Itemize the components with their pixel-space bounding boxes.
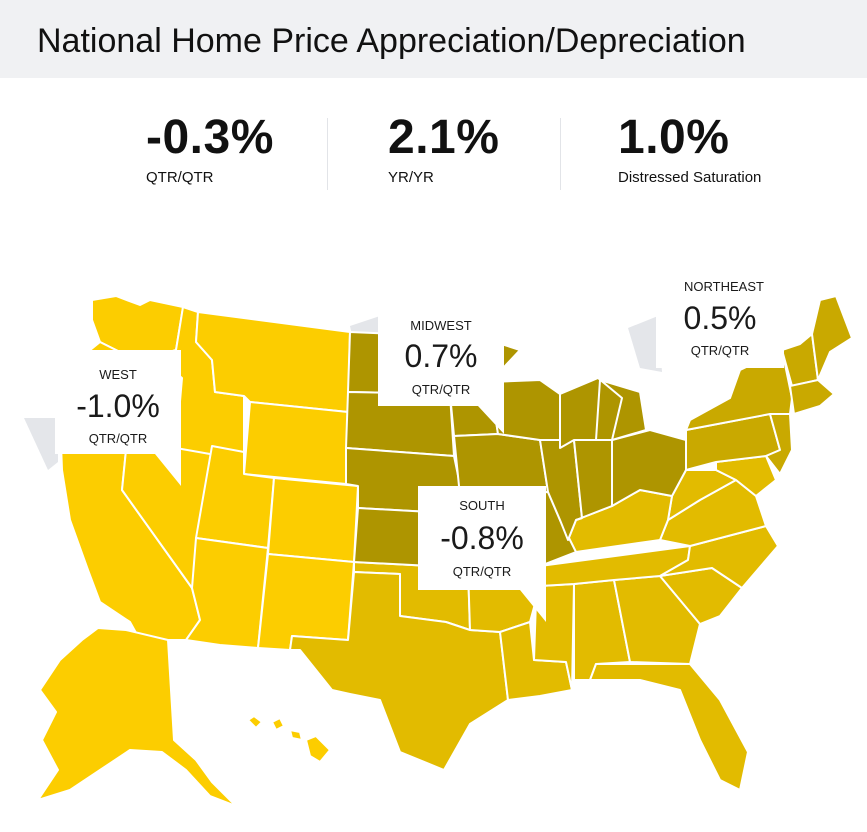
stat-yr-value: 2.1%	[388, 111, 500, 164]
west-callout: WEST -1.0% QTR/QTR	[55, 350, 181, 486]
stat-distressed-value: 1.0%	[618, 111, 730, 164]
west-region-value: -1.0%	[76, 388, 160, 424]
south-region-name: SOUTH	[459, 498, 505, 513]
stat-yr-label: YR/YR	[388, 169, 434, 186]
northeast-callout-shadow	[628, 316, 662, 372]
state-hawaii	[247, 715, 331, 763]
state-north-carolina	[659, 525, 779, 589]
west-callout-box	[55, 350, 181, 486]
state-wyoming	[243, 401, 349, 485]
state-massachusetts-ct-ri	[789, 379, 835, 415]
northeast-region-name: NORTHEAST	[684, 279, 764, 294]
stat-divider	[560, 118, 561, 190]
header-band	[0, 0, 867, 78]
midwest-region-value: 0.7%	[405, 338, 478, 374]
south-region-value: -0.8%	[440, 520, 524, 556]
state-new-mexico	[257, 553, 355, 651]
stat-qtr-label: QTR/QTR	[146, 169, 214, 186]
state-arizona	[185, 537, 269, 649]
northeast-region-value: 0.5%	[684, 300, 757, 336]
region-south	[289, 455, 779, 791]
state-michigan	[559, 377, 647, 449]
west-region-period: QTR/QTR	[89, 431, 148, 446]
midwest-region-name: MIDWEST	[410, 318, 471, 333]
stat-qtr-value: -0.3%	[146, 111, 274, 164]
south-callout: SOUTH -0.8% QTR/QTR	[418, 486, 546, 622]
region-midwest	[345, 331, 687, 569]
south-callout-box	[418, 486, 546, 622]
stat-yr: 2.1% YR/YR	[388, 108, 499, 188]
stat-qtr: -0.3% QTR/QTR	[146, 108, 274, 188]
midwest-region-period: QTR/QTR	[412, 382, 471, 397]
south-region-period: QTR/QTR	[453, 564, 512, 579]
stat-distressed-label: Distressed Saturation	[618, 169, 762, 186]
northeast-callout: NORTHEAST 0.5% QTR/QTR	[656, 264, 784, 368]
northeast-callout-box	[656, 264, 784, 368]
west-callout-shadow	[24, 418, 58, 470]
midwest-callout: MIDWEST 0.7% QTR/QTR	[378, 302, 504, 434]
region-northeast	[685, 295, 853, 475]
state-alaska	[37, 627, 237, 807]
northeast-region-period: QTR/QTR	[691, 343, 750, 358]
state-new-jersey	[765, 413, 793, 475]
state-ohio	[611, 429, 687, 507]
state-colorado	[267, 477, 359, 563]
midwest-callout-box	[378, 302, 504, 434]
state-texas	[289, 571, 509, 771]
stat-divider	[327, 118, 328, 190]
west-region-name: WEST	[99, 367, 137, 382]
state-maine	[811, 295, 853, 381]
state-florida	[589, 663, 749, 791]
page-title: National Home Price Appreciation/Depreci…	[37, 22, 746, 60]
stat-distressed: 1.0% Distressed Saturation	[618, 108, 761, 188]
